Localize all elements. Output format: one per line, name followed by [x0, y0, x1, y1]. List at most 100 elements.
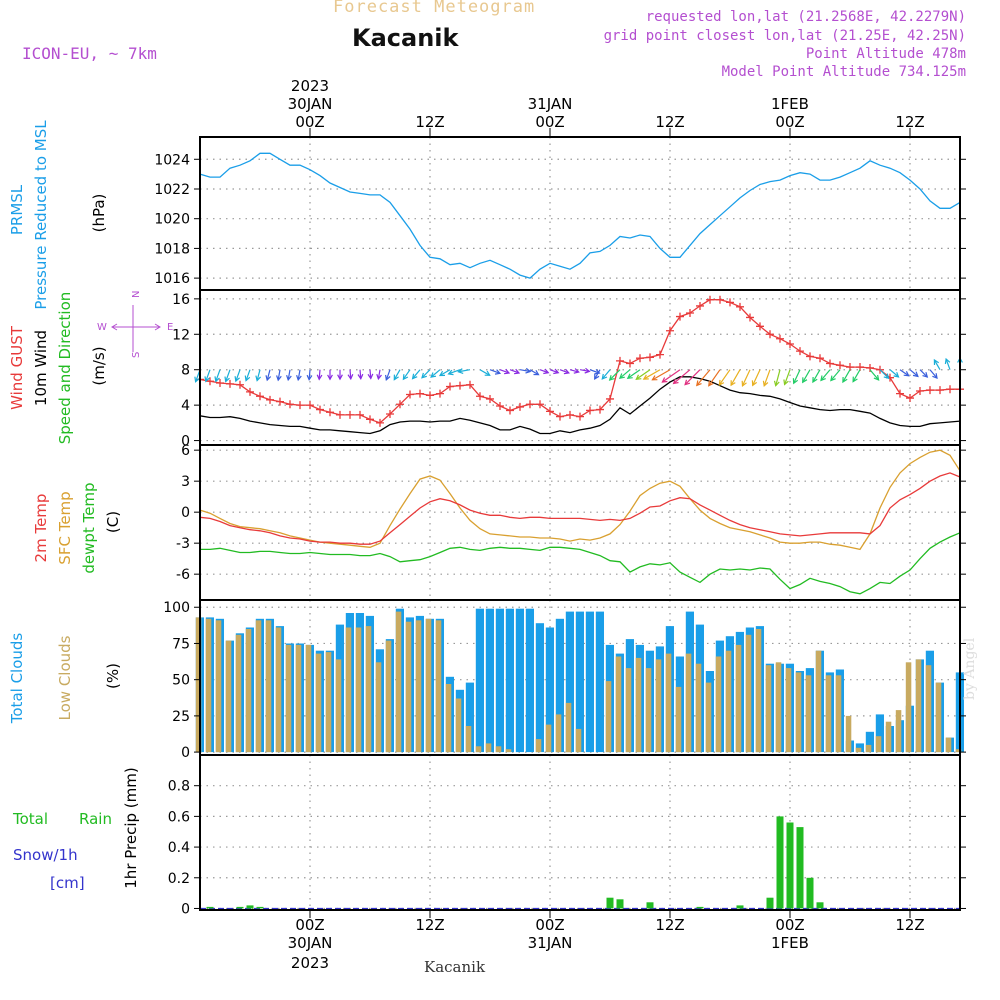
wind-arrow-head: [852, 376, 858, 383]
product-title: Forecast Meteogram: [333, 0, 536, 17]
wind-arrow: [256, 369, 261, 381]
x-tick-label-top: 12Z: [895, 113, 924, 131]
y-tick-label: 0: [181, 505, 190, 521]
wind-arrow: [393, 369, 401, 380]
wind-arrow-head: [214, 376, 220, 383]
rain-bar: [236, 906, 244, 909]
x-date-label-top: 30JAN: [288, 95, 333, 113]
wind-arrow-head: [553, 368, 560, 375]
gust-marker: [456, 381, 464, 390]
wind-arrow: [830, 369, 841, 381]
wind-arrow-head: [430, 372, 437, 378]
wind-arrow: [662, 369, 681, 383]
gust-marker: [346, 410, 354, 419]
temp-2m-line: [199, 472, 961, 545]
wind-arrow: [899, 369, 909, 377]
wind-arrow: [277, 369, 281, 381]
gust-marker: [716, 295, 724, 304]
temperature-panel-frame: [199, 444, 961, 601]
model-label: ICON-EU, ~ 7km: [22, 44, 157, 63]
x-tick-label-bottom: 12Z: [895, 916, 924, 934]
low-cloud-bar: [695, 663, 702, 753]
low-cloud-bar: [495, 746, 502, 753]
low-cloud-bar: [575, 728, 582, 753]
low-cloud-bar: [275, 627, 282, 753]
low-cloud-bar: [195, 617, 202, 753]
wind-arrow-head: [873, 374, 880, 381]
snow-unit-label: [cm]: [50, 874, 85, 892]
gust-marker: [706, 295, 714, 304]
gust-marker: [766, 330, 774, 339]
wind-arrow-head: [751, 380, 758, 387]
gust-marker: [606, 394, 614, 403]
wind-arrow-head: [337, 374, 343, 381]
low-cloud-bar: [675, 686, 682, 753]
gust-marker: [796, 347, 804, 356]
gust-marker: [296, 401, 304, 410]
clouds-unit-label: (%): [104, 663, 122, 689]
low-cloud-bar: [335, 659, 342, 753]
total-cloud-bar: [875, 714, 884, 753]
wind-arrow: [752, 369, 761, 386]
low-cloud-bar: [865, 744, 872, 753]
y-tick-label: 1018: [154, 241, 190, 257]
total-cloud-bar: [585, 611, 594, 753]
low-cloud-bar: [465, 726, 472, 753]
low-cloud-bar: [395, 611, 402, 753]
dewpt-label: dewpt Temp: [80, 482, 98, 573]
wind-arrow-head: [830, 375, 836, 382]
x-tick-label-bottom: 12Z: [655, 916, 684, 934]
wind-arrow-head: [367, 373, 374, 380]
gust-marker: [786, 340, 794, 349]
wind-arrow-head: [438, 370, 446, 377]
wind-arrow: [741, 369, 751, 387]
low-cloud-bar: [795, 672, 802, 753]
wind-arrow: [539, 369, 549, 374]
low-cloud-bar: [715, 656, 722, 753]
y-tick-label: 0: [181, 434, 190, 450]
y-tick-label: 0: [181, 901, 190, 917]
wind-arrow: [569, 369, 579, 373]
rain-label: Rain: [79, 810, 112, 828]
total-cloud-bar: [865, 731, 874, 753]
x-date-label-top: 31JAN: [528, 95, 573, 113]
low-cloud-bar: [255, 620, 262, 753]
compass-w: W: [97, 322, 107, 333]
x-year-label-top: 2023: [291, 77, 329, 95]
wind-arrow-head: [842, 376, 848, 384]
wind-arrow-head: [708, 380, 714, 387]
low-cloud-bar: [855, 747, 862, 753]
wind-arrow: [448, 369, 461, 375]
gust-marker: [476, 392, 484, 401]
wind-arrow: [266, 369, 271, 381]
wind-arrow: [369, 369, 372, 379]
wind-arrow: [929, 369, 938, 379]
wind-arrow: [619, 369, 631, 379]
gust-marker: [536, 400, 544, 409]
gust-marker: [506, 406, 514, 415]
wind-arrow: [718, 369, 731, 386]
rain-bar: [806, 877, 814, 909]
gust-marker: [516, 402, 524, 411]
wind-arrow: [763, 369, 771, 386]
low-cloud-bar: [315, 653, 322, 753]
wind-arrow-head: [316, 374, 323, 381]
low-cloud-bar: [745, 634, 752, 753]
wind-arrow-head: [792, 378, 799, 385]
wind-arrow-head: [573, 368, 580, 374]
wind-arrow: [377, 369, 381, 380]
wind-arrow-head: [618, 373, 625, 380]
low-cloud-bar: [785, 668, 792, 753]
gust-marker: [946, 385, 954, 394]
wind-arrow: [784, 369, 791, 385]
wind-arrow-head: [672, 378, 679, 385]
low-cloud-bar: [645, 668, 652, 753]
low-cloud-bar: [245, 629, 252, 753]
low-cloud-bar: [215, 620, 222, 753]
compass-s: S: [131, 352, 142, 358]
wind-arrow: [652, 369, 671, 381]
wind-arrow: [775, 369, 781, 386]
y-tick-label: -3: [176, 536, 190, 552]
low-cloud-bar: [485, 743, 492, 753]
gust-marker: [556, 412, 564, 421]
